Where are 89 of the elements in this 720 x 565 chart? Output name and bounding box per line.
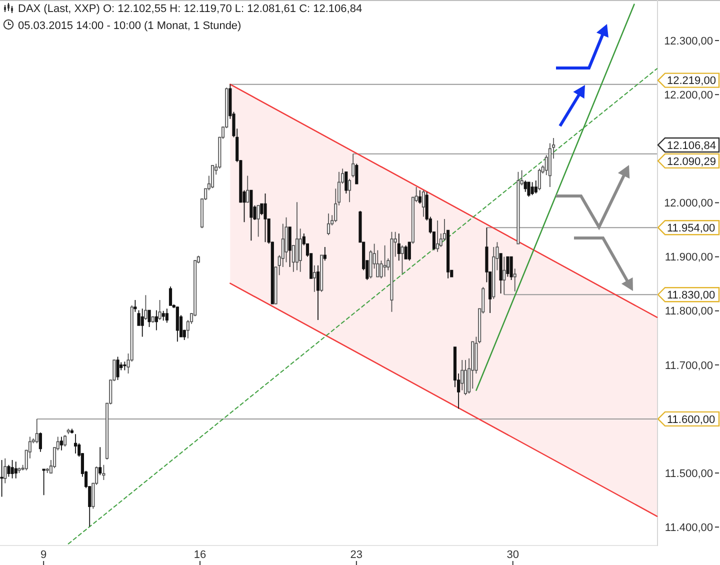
candlestick bbox=[256, 204, 260, 238]
candlestick bbox=[513, 268, 516, 292]
ref-line-label: 11.954,00 bbox=[667, 222, 716, 234]
x-tick-label: 16 bbox=[194, 549, 206, 561]
candlestick bbox=[383, 244, 386, 278]
x-tick-label: 30 bbox=[506, 549, 519, 561]
y-tick-label: 11.400,00 bbox=[664, 522, 713, 534]
candlestick bbox=[102, 464, 106, 480]
candlestick bbox=[390, 231, 394, 312]
candlestick bbox=[154, 310, 158, 331]
candlestick bbox=[352, 153, 355, 178]
candlestick bbox=[408, 242, 411, 262]
candlestick bbox=[295, 202, 299, 271]
candlestick bbox=[38, 432, 42, 452]
candlestick bbox=[530, 182, 534, 196]
candlestick bbox=[323, 246, 326, 262]
candlestick bbox=[446, 230, 450, 279]
candlestick bbox=[355, 163, 358, 184]
candlestick bbox=[320, 254, 324, 292]
candlestick bbox=[264, 193, 267, 243]
candlestick bbox=[436, 220, 440, 252]
candlestick bbox=[397, 233, 400, 262]
y-tick-label: 11.500,00 bbox=[664, 468, 713, 480]
candlestick bbox=[134, 300, 137, 312]
candlestick bbox=[246, 175, 250, 204]
chart-title: DAX (Last, XXP) O: 12.102,55 H: 12.119,70 L: 12.081,61 C: 12.106,84 bbox=[18, 3, 362, 15]
candlestick bbox=[148, 310, 151, 328]
candlestick bbox=[316, 264, 320, 320]
candlestick bbox=[66, 428, 70, 435]
ref-line-label: 12.219,00 bbox=[667, 75, 716, 88]
y-tick-label: 12.000,00 bbox=[664, 198, 713, 210]
candlestick bbox=[418, 190, 422, 204]
candlestick bbox=[510, 256, 513, 280]
y-tick-label: 12.300,00 bbox=[664, 35, 713, 48]
candlestick bbox=[158, 300, 162, 320]
candlestick bbox=[35, 418, 38, 444]
candlestick bbox=[70, 428, 74, 434]
candlestick bbox=[116, 356, 120, 380]
candlestick bbox=[98, 446, 102, 476]
candlestick bbox=[0, 460, 4, 498]
candlestick bbox=[516, 171, 520, 244]
ref-line-label: 11.830,00 bbox=[667, 289, 716, 302]
text: 05.03.2015 14:00 - 10:00 (1 Monat, 1 Stunde) bbox=[18, 20, 242, 32]
x-tick-label: 9 bbox=[40, 549, 47, 561]
candlestick bbox=[162, 310, 165, 322]
x-tick-label: 23 bbox=[350, 549, 363, 561]
candlestick bbox=[284, 216, 288, 263]
y-tick-label: 12.200,00 bbox=[664, 89, 713, 102]
candlestick bbox=[4, 458, 7, 484]
candlestick bbox=[210, 164, 214, 189]
candlestick bbox=[74, 434, 78, 454]
candlestick bbox=[538, 168, 541, 191]
candlestick bbox=[151, 316, 154, 324]
text: 12.106,84 bbox=[667, 140, 716, 152]
candlestick bbox=[14, 461, 18, 479]
candlestick bbox=[18, 467, 21, 474]
ref-line-label: 11.600,00 bbox=[667, 414, 716, 426]
candlestick bbox=[140, 308, 144, 338]
candlestick bbox=[10, 460, 14, 479]
candlestick bbox=[400, 244, 404, 274]
ref-line-label: 12.090,29 bbox=[667, 156, 716, 168]
candlestick bbox=[288, 226, 292, 268]
candlestick bbox=[168, 286, 172, 306]
candlestick bbox=[422, 190, 426, 218]
candlestick bbox=[499, 253, 502, 294]
candlestick bbox=[506, 256, 510, 278]
candlestick bbox=[534, 180, 538, 194]
candlestick bbox=[326, 213, 330, 236]
candlestick bbox=[502, 256, 506, 296]
candlestick bbox=[63, 434, 67, 447]
candlestick bbox=[165, 308, 168, 324]
candlestick bbox=[7, 464, 10, 478]
candlestick bbox=[144, 294, 148, 320]
candlestick bbox=[42, 468, 46, 496]
candlestick bbox=[250, 190, 253, 242]
y-tick-label: 11.700,00 bbox=[664, 360, 713, 372]
candlestick bbox=[60, 436, 63, 451]
candlestick bbox=[176, 306, 179, 342]
candlestick bbox=[527, 182, 530, 198]
y-tick-label: 11.800,00 bbox=[664, 306, 713, 318]
candlestick bbox=[464, 360, 468, 396]
candlestick bbox=[344, 171, 348, 194]
y-tick-label: 11.900,00 bbox=[664, 252, 713, 264]
candlestick bbox=[348, 178, 352, 203]
candlestick bbox=[471, 341, 474, 390]
candlestick bbox=[460, 360, 464, 391]
candlestick bbox=[123, 361, 126, 371]
candlestick bbox=[404, 244, 408, 260]
candlestick bbox=[312, 264, 316, 292]
